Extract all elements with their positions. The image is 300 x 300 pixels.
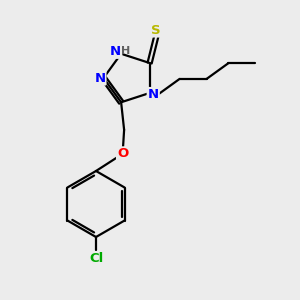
Text: H: H [121, 46, 130, 56]
Text: N: N [110, 45, 121, 58]
Text: N: N [94, 71, 106, 85]
Text: O: O [117, 147, 128, 161]
Text: S: S [152, 23, 161, 37]
Text: Cl: Cl [89, 252, 103, 265]
Text: N: N [148, 88, 159, 101]
